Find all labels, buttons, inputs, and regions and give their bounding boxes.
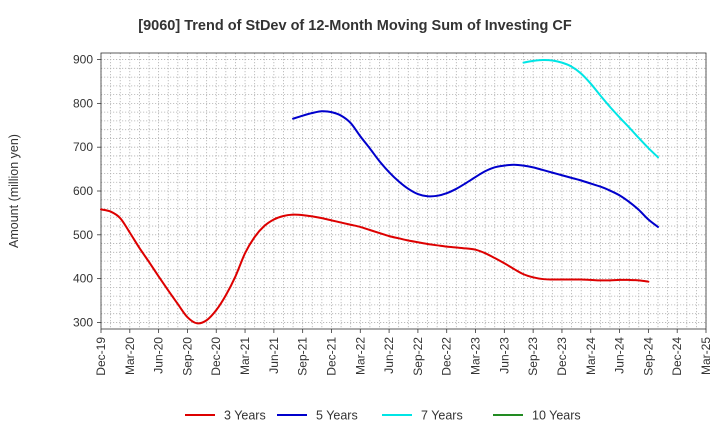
x-tick-label: Jun-20 (152, 337, 166, 374)
x-tick-label: Jun-21 (267, 337, 281, 374)
legend-label-5-years: 5 Years (316, 409, 358, 423)
x-tick-label: Mar-24 (584, 337, 598, 375)
x-tick-label: Jun-22 (382, 337, 396, 374)
y-axis-title: Amount (million yen) (7, 134, 21, 248)
x-tick-label: Dec-22 (440, 337, 454, 376)
x-tick-label: Mar-21 (238, 337, 252, 375)
y-tick-label: 300 (73, 315, 93, 329)
x-tick-label: Sep-20 (180, 337, 194, 376)
series-line-3-years (100, 208, 650, 325)
y-tick-label: 500 (73, 228, 93, 242)
y-tick-label: 400 (73, 272, 93, 286)
x-tick-label: Jun-24 (613, 337, 627, 374)
series-line-5-years (292, 110, 659, 228)
y-tick-label: 900 (73, 53, 93, 67)
x-tick-label: Jun-23 (497, 337, 511, 374)
x-tick-label: Dec-19 (94, 337, 108, 376)
x-tick-label: Dec-21 (324, 337, 338, 376)
x-tick-label: Dec-24 (670, 337, 684, 376)
x-tick-label: Dec-23 (555, 337, 569, 376)
plot-area: 300 400 500 600 700 800 900 Dec-19 Mar-20 Jun-20 S… (73, 53, 713, 376)
legend-label-10-years: 10 Years (532, 409, 581, 423)
x-tick-label: Mar-22 (353, 337, 367, 375)
x-tick-label: Sep-23 (526, 337, 540, 376)
y-tick-label: 800 (73, 96, 93, 110)
y-tick-label: 600 (73, 184, 93, 198)
x-tick-label: Sep-22 (411, 337, 425, 376)
legend-label-7-years: 7 Years (421, 409, 463, 423)
legend: 3 Years 5 Years 7 Years 10 Years (185, 409, 581, 423)
series-line-7-years (522, 58, 659, 159)
x-tick-label: Mar-23 (469, 337, 483, 375)
x-tick-label: Mar-20 (123, 337, 137, 375)
x-tick-label: Sep-24 (641, 337, 655, 376)
chart-title: [9060] Trend of StDev of 12-Month Moving… (138, 18, 572, 34)
x-tick-label: Sep-21 (296, 337, 310, 376)
x-tick-label: Mar-25 (699, 337, 713, 375)
x-tick-label: Dec-20 (209, 337, 223, 376)
y-tick-label: 700 (73, 140, 93, 154)
legend-label-3-years: 3 Years (224, 409, 266, 423)
